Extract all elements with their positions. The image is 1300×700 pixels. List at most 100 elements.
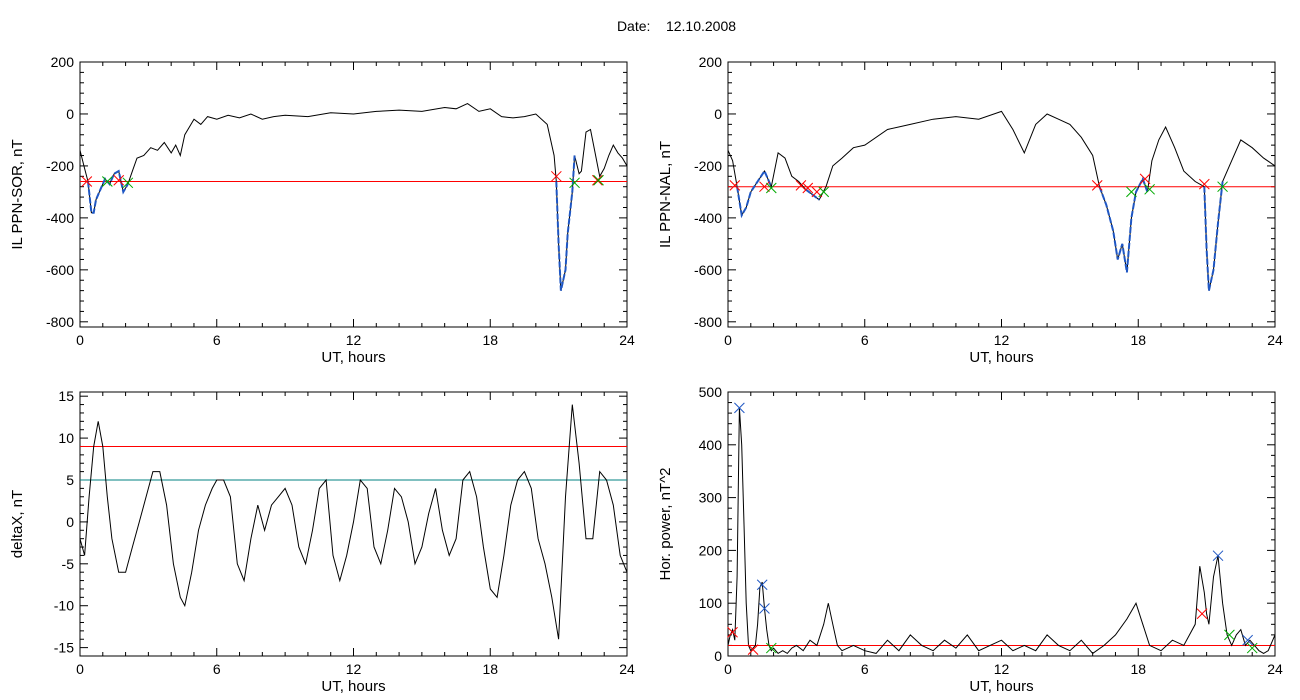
event-marker-stroke bbox=[747, 644, 759, 656]
y-tick-label: 200 bbox=[699, 542, 723, 558]
event-marker-stroke bbox=[593, 174, 604, 186]
event-marker bbox=[756, 579, 768, 591]
y-tick-label: 5 bbox=[66, 472, 74, 488]
event-marker bbox=[1196, 608, 1208, 620]
event-marker bbox=[818, 186, 830, 198]
event-marker-stroke bbox=[1126, 186, 1137, 198]
y-tick-label: 200 bbox=[699, 54, 723, 70]
x-tick-label: 0 bbox=[76, 332, 84, 348]
y-tick-label: 100 bbox=[699, 595, 723, 611]
event-marker bbox=[1212, 550, 1224, 562]
event-marker-stroke bbox=[759, 603, 770, 614]
x-tick-label: 18 bbox=[482, 332, 498, 348]
event-marker-stroke bbox=[1091, 180, 1103, 191]
x-axis-label: UT, hours bbox=[969, 349, 1033, 366]
x-tick-label: 24 bbox=[1267, 332, 1283, 348]
series-line bbox=[727, 407, 1276, 655]
event-marker-stroke bbox=[113, 174, 125, 186]
event-marker-stroke bbox=[802, 182, 814, 194]
event-marker bbox=[1139, 173, 1151, 185]
event-marker bbox=[593, 174, 604, 186]
x-axis-label: UT, hours bbox=[321, 678, 385, 695]
event-marker bbox=[113, 174, 125, 186]
y-tick-label: 10 bbox=[58, 430, 74, 446]
x-tick-label: 18 bbox=[1130, 661, 1146, 677]
x-tick-label: 18 bbox=[1130, 332, 1146, 348]
x-tick-label: 24 bbox=[1267, 661, 1283, 677]
y-tick-label: -15 bbox=[54, 640, 74, 656]
event-marker-stroke bbox=[1144, 183, 1155, 195]
event-marker-stroke bbox=[81, 176, 93, 187]
x-tick-label: 12 bbox=[346, 332, 362, 348]
event-marker-stroke bbox=[1198, 178, 1210, 190]
event-marker-stroke bbox=[765, 642, 777, 654]
event-marker-stroke bbox=[818, 186, 830, 198]
x-tick-label: 0 bbox=[724, 661, 732, 677]
event-marker-stroke bbox=[592, 174, 603, 186]
chart-deltax: 0 6 12 18 24 -15 -10 -5 0 5 10 15 UT, hours deltaX, n… bbox=[9, 388, 635, 695]
event-marker bbox=[1224, 629, 1235, 641]
active-segment bbox=[804, 188, 820, 201]
event-marker bbox=[802, 182, 814, 194]
y-tick-label: 0 bbox=[66, 106, 74, 122]
active-segment bbox=[555, 155, 576, 291]
event-marker bbox=[729, 180, 741, 191]
date-label: Date: bbox=[616, 18, 651, 34]
plot-frame bbox=[727, 391, 1276, 657]
event-marker bbox=[1217, 181, 1228, 193]
event-marker-stroke bbox=[1212, 550, 1224, 562]
y-tick-label: 0 bbox=[714, 648, 722, 664]
active-segment bbox=[1203, 181, 1224, 291]
event-marker-stroke bbox=[569, 177, 580, 189]
y-axis-label: deltaX, nT bbox=[9, 490, 26, 558]
x-axis-label: UT, hours bbox=[969, 678, 1033, 695]
event-marker bbox=[765, 182, 777, 194]
y-tick-label: 0 bbox=[66, 514, 74, 530]
event-marker-stroke bbox=[734, 402, 745, 414]
event-marker bbox=[734, 402, 745, 414]
x-tick-label: 6 bbox=[213, 332, 221, 348]
event-marker-stroke bbox=[550, 170, 562, 182]
event-marker bbox=[1091, 180, 1103, 191]
y-axis-label: Hor. power, nT^2 bbox=[657, 468, 674, 581]
x-tick-label: 18 bbox=[482, 661, 498, 677]
event-marker bbox=[592, 174, 603, 186]
event-marker-stroke bbox=[765, 182, 777, 194]
y-tick-label: -400 bbox=[46, 210, 74, 226]
y-tick-label: 0 bbox=[714, 106, 722, 122]
event-marker-stroke bbox=[727, 626, 738, 638]
event-marker-stroke bbox=[1242, 634, 1254, 646]
event-marker bbox=[759, 603, 770, 614]
y-tick-label: -600 bbox=[694, 262, 722, 278]
y-tick-label: 15 bbox=[58, 388, 74, 404]
chart-il-ppn-sor: 0 6 12 18 24 -800 -600 -400 -200 0 200 UT, hours IL … bbox=[9, 54, 635, 366]
event-marker bbox=[1246, 642, 1258, 654]
active-segment bbox=[1098, 176, 1149, 273]
event-marker-stroke bbox=[1196, 608, 1208, 620]
event-marker bbox=[122, 177, 134, 189]
x-tick-label: 12 bbox=[994, 661, 1010, 677]
plot-frame bbox=[727, 61, 1276, 328]
x-tick-label: 6 bbox=[861, 332, 869, 348]
event-marker-stroke bbox=[1246, 642, 1258, 654]
y-tick-label: -800 bbox=[694, 314, 722, 330]
x-tick-label: 0 bbox=[724, 332, 732, 348]
x-tick-label: 6 bbox=[213, 661, 221, 677]
date-value: 12.10.2008 bbox=[665, 18, 737, 34]
event-marker bbox=[1198, 178, 1210, 190]
event-marker bbox=[795, 180, 807, 191]
x-axis-label: UT, hours bbox=[321, 349, 385, 366]
chart-hor-power: 0 6 12 18 24 0 100 200 300 400 500 UT, hours Hor. po… bbox=[657, 384, 1283, 695]
series-line bbox=[79, 404, 628, 640]
x-tick-label: 24 bbox=[619, 332, 635, 348]
x-tick-label: 0 bbox=[76, 661, 84, 677]
y-tick-label: -10 bbox=[54, 598, 74, 614]
event-marker bbox=[747, 644, 759, 656]
event-marker bbox=[759, 181, 770, 193]
event-marker bbox=[765, 642, 777, 654]
x-tick-label: 12 bbox=[346, 661, 362, 677]
page-title: Date: 12.10.2008 bbox=[0, 18, 1300, 34]
event-marker-stroke bbox=[795, 180, 807, 191]
y-tick-label: 200 bbox=[51, 54, 75, 70]
